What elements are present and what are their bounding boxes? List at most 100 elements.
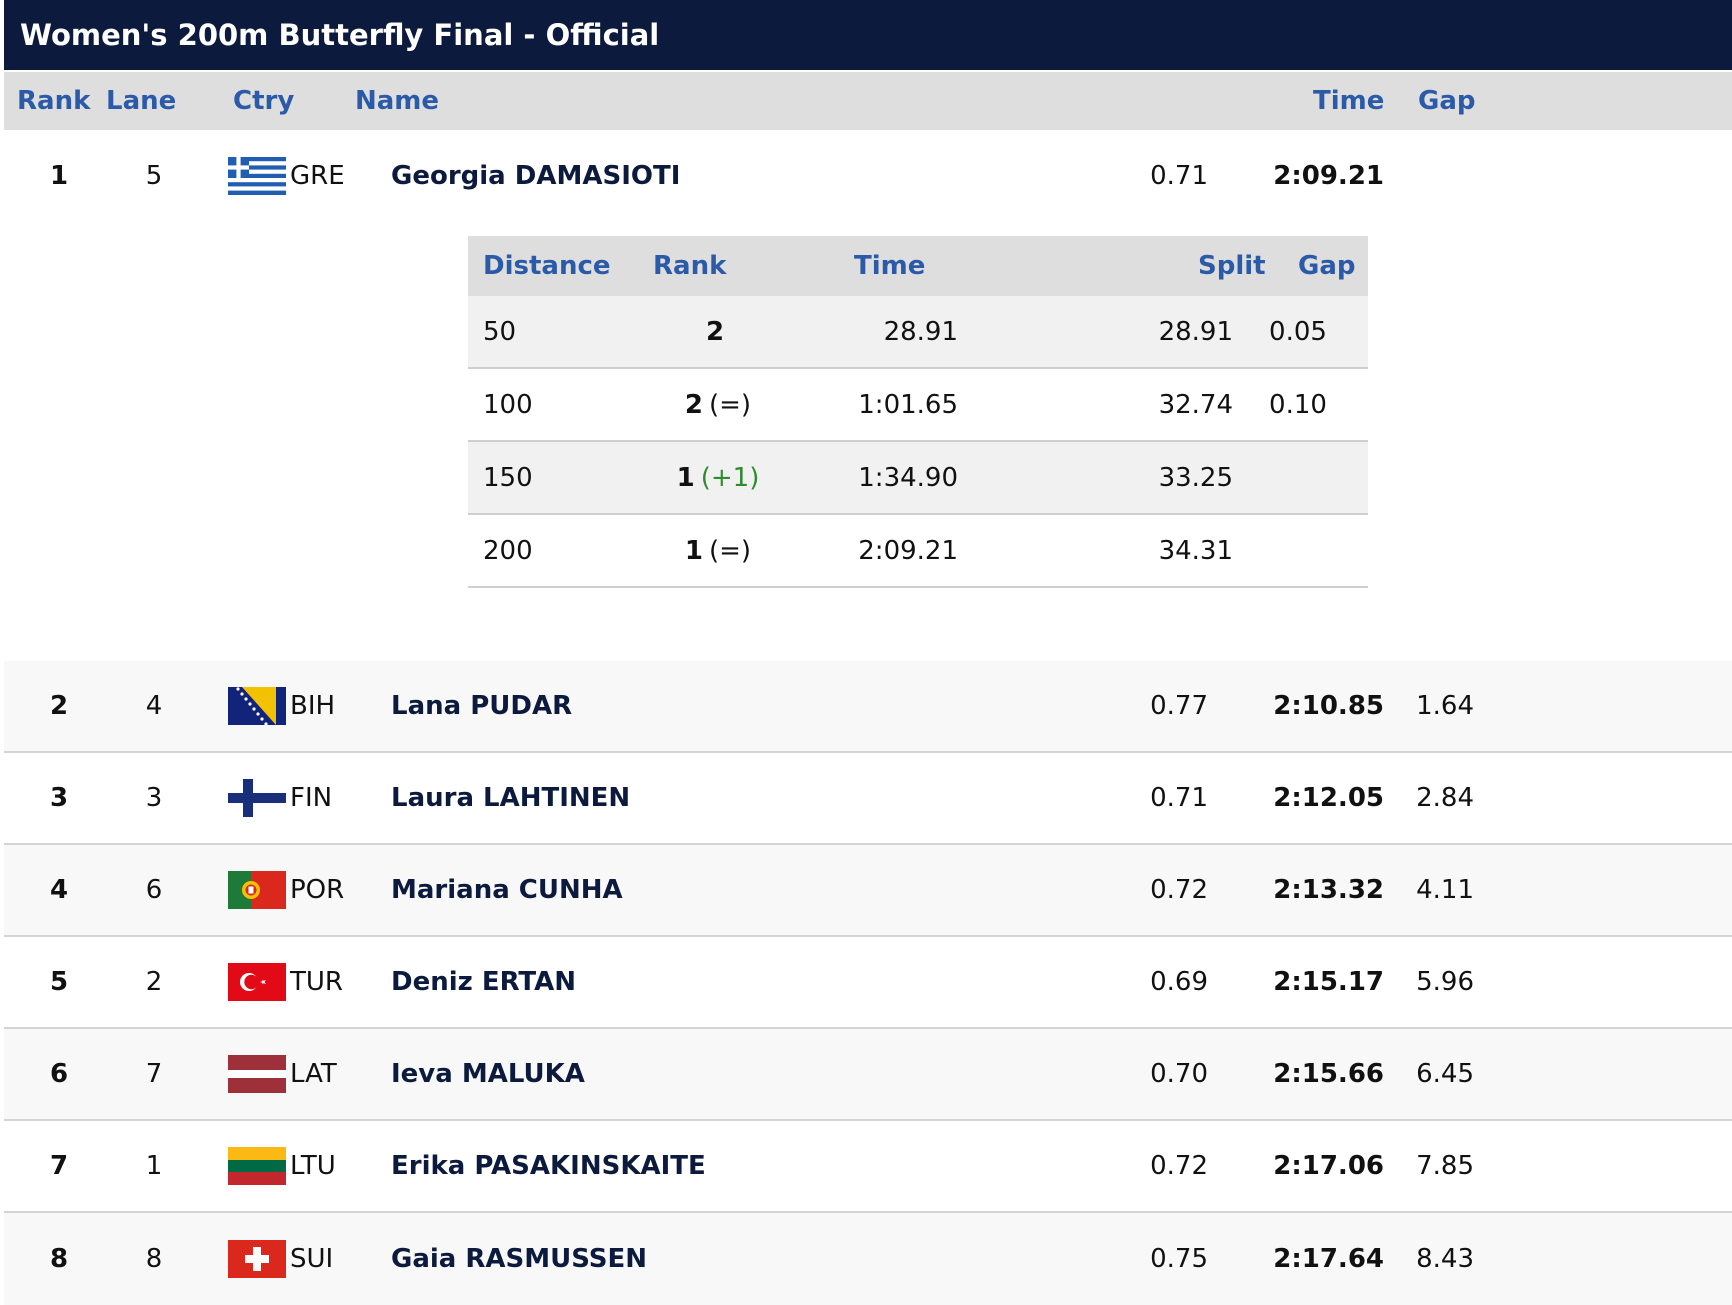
bosnia-flag-icon <box>228 687 286 725</box>
switzerland-flag-icon <box>228 1240 286 1278</box>
results-header: Rank Lane Ctry Name Time Gap <box>4 72 1732 130</box>
lane-value: 2 <box>145 967 163 997</box>
athlete-name[interactable]: Erika PASAKINSKAITE <box>391 1151 706 1181</box>
rank-value: 1 <box>49 161 69 191</box>
gap-value: 5.96 <box>1416 967 1474 997</box>
country-code: GRE <box>290 161 345 191</box>
splits-header-gap: Gap <box>1298 251 1356 281</box>
split-rank-change: (=) <box>709 389 752 420</box>
split-split: 34.31 <box>1158 535 1233 566</box>
athlete-name[interactable]: Gaia RASMUSSEN <box>391 1244 648 1274</box>
result-row-5[interactable]: 5 2 TUR Deniz ERTAN 0.69 2:15.17 5.96 <box>4 937 1732 1029</box>
split-rank-value: 1 <box>684 535 703 566</box>
splits-header-split: Split <box>1198 251 1266 281</box>
result-row-3[interactable]: 3 3 FIN Laura LAHTINEN 0.71 2:12.05 2.84 <box>4 753 1732 845</box>
country-code: LAT <box>290 1059 337 1089</box>
result-row-6[interactable]: 6 7 LAT Ieva MALUKA 0.70 2:15.66 6.45 <box>4 1029 1732 1121</box>
country-code: LTU <box>290 1151 336 1181</box>
reaction-time: 0.75 <box>1150 1244 1208 1274</box>
lane-value: 7 <box>145 1059 163 1089</box>
final-time: 2:15.17 <box>1273 967 1384 997</box>
country-code: BIH <box>290 691 336 721</box>
lane-value: 8 <box>145 1244 163 1274</box>
split-rank: 1 (=) <box>638 536 798 566</box>
final-time: 2:12.05 <box>1273 783 1384 813</box>
reaction-time: 0.71 <box>1150 783 1208 813</box>
country-code: SUI <box>290 1244 334 1274</box>
portugal-flag-icon <box>228 871 286 909</box>
lane-value: 1 <box>145 1151 163 1181</box>
athlete-name[interactable]: Ieva MALUKA <box>391 1059 585 1089</box>
greece-flag-icon <box>228 157 286 195</box>
split-split: 28.91 <box>1158 316 1233 347</box>
final-time: 2:17.06 <box>1273 1151 1384 1181</box>
split-time: 1:34.90 <box>858 462 958 493</box>
final-time: 2:17.64 <box>1273 1244 1384 1274</box>
lane-value: 6 <box>145 875 163 905</box>
reaction-time: 0.70 <box>1150 1059 1208 1089</box>
reaction-time: 0.71 <box>1150 161 1208 191</box>
split-rank-value: 2 <box>684 389 703 420</box>
gap-value: 2.84 <box>1416 783 1474 813</box>
split-gap: 0.10 <box>1269 389 1327 420</box>
split-row-50: 50 2 28.91 28.91 0.05 <box>468 296 1368 369</box>
rank-value: 6 <box>49 1059 69 1089</box>
splits-header-rank: Rank <box>653 251 727 281</box>
reaction-time: 0.72 <box>1150 875 1208 905</box>
result-row-7[interactable]: 7 1 LTU Erika PASAKINSKAITE 0.72 2:17.06… <box>4 1121 1732 1213</box>
split-rank-value: 2 <box>705 316 725 347</box>
rank-value: 7 <box>49 1151 69 1181</box>
split-row-200: 200 1 (=) 2:09.21 34.31 <box>468 515 1368 588</box>
athlete-name[interactable]: Lana PUDAR <box>391 691 573 721</box>
splits-header: Distance Rank Time Split Gap <box>468 236 1368 296</box>
reaction-time: 0.77 <box>1150 691 1208 721</box>
splits-header-distance: Distance <box>483 251 611 281</box>
rank-value: 8 <box>49 1244 69 1274</box>
split-gap: 0.05 <box>1269 316 1327 347</box>
final-time: 2:15.66 <box>1273 1059 1384 1089</box>
lane-value: 4 <box>145 691 163 721</box>
country-code: FIN <box>290 783 333 813</box>
rank-value: 5 <box>49 967 69 997</box>
result-row-8[interactable]: 8 8 SUI Gaia RASMUSSEN 0.75 2:17.64 8.43 <box>4 1213 1732 1305</box>
col-header-rank[interactable]: Rank <box>17 86 91 116</box>
lane-value: 5 <box>145 161 163 191</box>
result-row-2[interactable]: 2 4 BIH Lana PUDAR 0.77 2:10.85 1.64 <box>4 661 1732 753</box>
split-time: 2:09.21 <box>858 535 958 566</box>
split-distance: 100 <box>483 389 533 420</box>
splits-header-time: Time <box>854 251 926 281</box>
split-rank-value: 1 <box>676 462 695 493</box>
split-row-150: 150 1 (+1) 1:34.90 33.25 <box>468 442 1368 515</box>
result-row-4[interactable]: 4 6 POR Mariana CUNHA 0.72 2:13.32 4.11 <box>4 845 1732 937</box>
split-distance: 50 <box>483 316 517 347</box>
split-time: 1:01.65 <box>858 389 958 420</box>
split-rank: 2 <box>638 317 798 347</box>
reaction-time: 0.69 <box>1150 967 1208 997</box>
gap-value: 8.43 <box>1416 1244 1474 1274</box>
col-header-name[interactable]: Name <box>355 86 440 116</box>
col-header-time[interactable]: Time <box>1313 86 1385 116</box>
athlete-name[interactable]: Laura LAHTINEN <box>391 783 631 813</box>
final-time: 2:09.21 <box>1273 161 1384 191</box>
col-header-ctry[interactable]: Ctry <box>233 86 295 116</box>
athlete-name[interactable]: Mariana CUNHA <box>391 875 623 905</box>
rank-value: 4 <box>49 875 69 905</box>
split-rank: 2 (=) <box>638 390 798 420</box>
country-code: POR <box>290 875 345 905</box>
col-header-lane[interactable]: Lane <box>106 86 177 116</box>
lane-value: 3 <box>145 783 163 813</box>
gap-value: 7.85 <box>1416 1151 1474 1181</box>
split-time: 28.91 <box>883 316 958 347</box>
lithuania-flag-icon <box>228 1147 286 1185</box>
finland-flag-icon <box>228 779 286 817</box>
split-distance: 200 <box>483 535 533 566</box>
col-header-gap[interactable]: Gap <box>1418 86 1476 116</box>
athlete-name[interactable]: Deniz ERTAN <box>391 967 577 997</box>
split-rank-change: (+1) <box>700 462 760 493</box>
split-row-100: 100 2 (=) 1:01.65 32.74 0.10 <box>468 369 1368 442</box>
result-row-1[interactable]: 1 5 GRE Georgia DAMASIOTI 0.71 2:09.21 <box>4 130 1732 222</box>
page-title: Women's 200m Butterfly Final - Official <box>4 0 1732 70</box>
split-split: 33.25 <box>1158 462 1233 493</box>
athlete-name[interactable]: Georgia DAMASIOTI <box>391 161 681 191</box>
